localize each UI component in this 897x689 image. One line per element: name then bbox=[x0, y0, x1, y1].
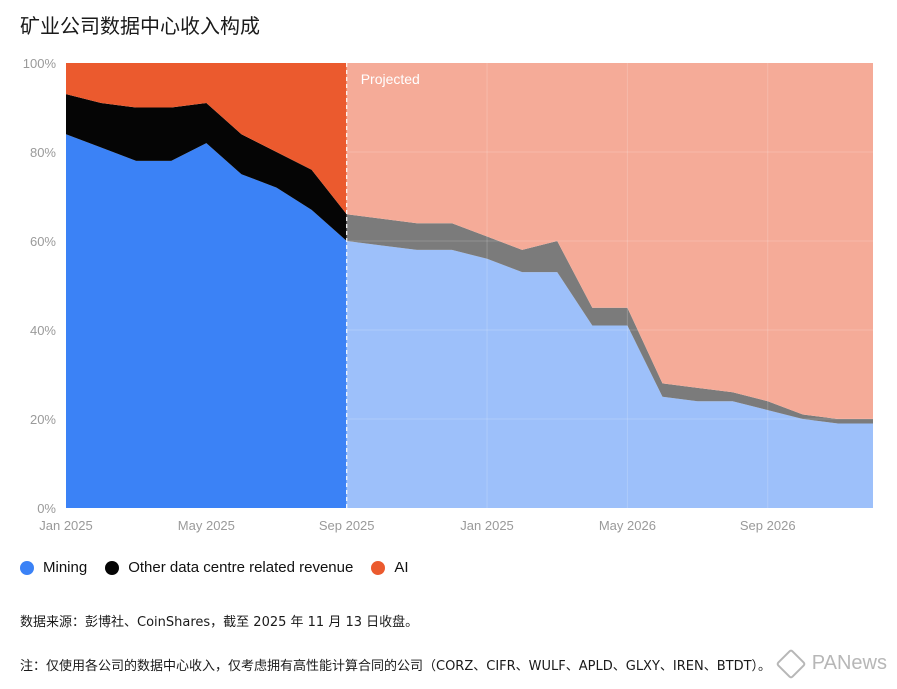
watermark-text: PANews bbox=[811, 652, 887, 674]
chart-title: 矿业公司数据中心收入构成 bbox=[20, 14, 260, 38]
legend-item-mining[interactable]: Mining bbox=[20, 559, 87, 576]
y-tick-label: 0% bbox=[37, 501, 56, 516]
legend: Mining Other data centre related revenue… bbox=[20, 559, 427, 576]
x-tick-label: May 2025 bbox=[178, 518, 235, 533]
chart-area: Projected 0% 20% 40% 60% 80% 100% Jan 2025 May … bbox=[23, 56, 873, 533]
x-tick-label: Sep 2025 bbox=[319, 518, 375, 533]
y-tick-label: 60% bbox=[30, 234, 56, 249]
overlay-layer: Projected bbox=[346, 63, 873, 508]
area-other-actual bbox=[66, 94, 347, 242]
axis-layer: 0% 20% 40% 60% 80% 100% Jan 2025 May 2025 Sep 20… bbox=[23, 56, 796, 533]
panews-logo-icon bbox=[775, 647, 807, 680]
legend-item-ai[interactable]: AI bbox=[371, 559, 409, 576]
y-tick-label: 80% bbox=[30, 145, 56, 160]
legend-label-ai: AI bbox=[394, 559, 409, 576]
source-note: 数据来源：彭博社、CoinShares，截至 2025 年 11 月 13 日收… bbox=[20, 615, 419, 630]
x-tick-label: May 2026 bbox=[599, 518, 656, 533]
x-tick-label: Sep 2026 bbox=[740, 518, 796, 533]
footnote: 注：仅使用各公司的数据中心收入，仅考虑拥有高性能计算合同的公司（CORZ、CIF… bbox=[20, 659, 772, 674]
y-tick-label: 20% bbox=[30, 412, 56, 427]
legend-item-other[interactable]: Other data centre related revenue bbox=[105, 559, 353, 576]
area-ai-actual bbox=[66, 63, 347, 215]
area-layer bbox=[66, 63, 873, 508]
legend-label-mining: Mining bbox=[43, 559, 88, 576]
y-tick-label: 100% bbox=[23, 56, 57, 71]
legend-dot-ai bbox=[371, 560, 386, 575]
projected-label: Projected bbox=[361, 71, 420, 87]
x-tick-label: Jan 2025 bbox=[460, 518, 514, 533]
x-tick-label: Jan 2025 bbox=[39, 518, 93, 533]
y-tick-label: 40% bbox=[30, 323, 56, 338]
legend-label-other: Other data centre related revenue bbox=[128, 559, 354, 576]
watermark: PANews bbox=[775, 647, 887, 680]
legend-dot-mining bbox=[20, 560, 34, 575]
area-mining-projected bbox=[346, 241, 873, 508]
area-ai-projected bbox=[346, 63, 873, 419]
area-other-projected bbox=[346, 214, 873, 424]
legend-dot-other bbox=[105, 560, 120, 575]
area-mining-actual bbox=[66, 134, 347, 508]
